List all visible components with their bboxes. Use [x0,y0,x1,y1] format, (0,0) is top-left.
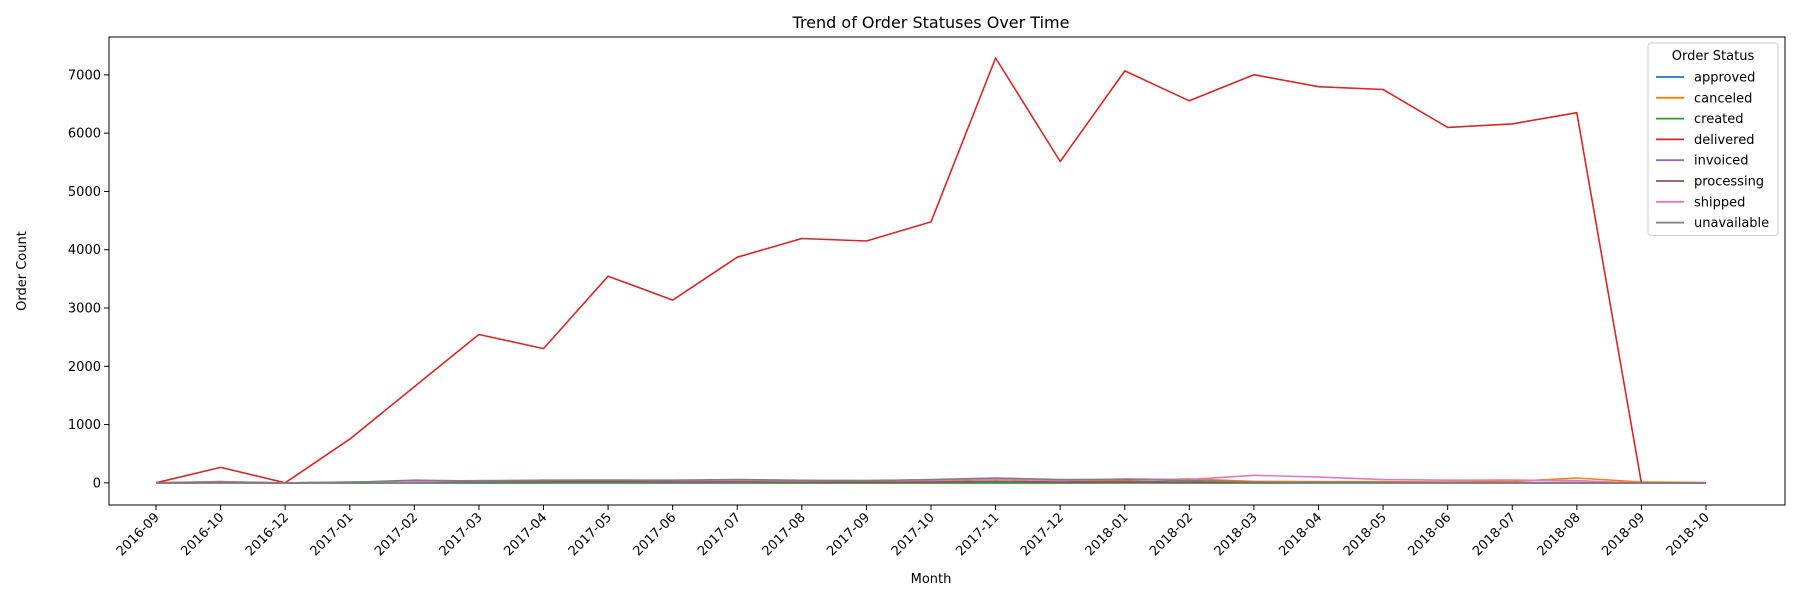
x-tick-label: 2016-12 [243,510,292,559]
y-axis: 0 1000 2000 3000 4000 5000 6000 7000 [68,68,109,491]
chart-title: Trend of Order Statuses Over Time [792,13,1070,32]
legend-label-unavailable: unavailable [1694,216,1769,231]
x-tick-label: 2018-10 [1664,510,1713,559]
legend-box [1647,42,1779,236]
series-line-unavailable [155,477,1706,484]
series-line-shipped [155,474,1706,484]
x-tick-label: 2018-06 [1405,510,1454,559]
plot-area [155,57,1707,484]
y-tick-label: 6000 [68,127,101,142]
x-tick-label: 2017-05 [566,510,615,559]
y-tick-label: 3000 [68,302,101,317]
legend-label-invoiced: invoiced [1694,154,1749,169]
x-axis-label: Month [911,572,952,587]
x-tick-label: 2017-10 [889,510,938,559]
x-tick-label: 2017-04 [501,510,550,559]
x-tick-label: 2017-09 [824,510,873,559]
x-tick-label: 2017-08 [760,510,809,559]
x-tick-label: 2017-02 [372,510,421,559]
y-tick-label: 5000 [68,185,101,200]
series-line-delivered [155,57,1706,484]
legend: Order Status approved canceled created deliv… [1647,42,1779,236]
x-tick-label: 2016-10 [178,510,227,559]
x-tick-label: 2018-04 [1276,510,1325,559]
y-tick-label: 4000 [68,243,101,258]
legend-label-shipped: shipped [1694,195,1745,210]
legend-label-created: created [1694,112,1744,127]
x-tick-label: 2017-01 [308,510,357,559]
y-tick-label: 1000 [68,418,101,433]
x-tick-label: 2017-07 [695,510,744,559]
x-tick-label: 2017-03 [437,510,486,559]
y-axis-label: Order Count [15,231,30,311]
x-tick-label: 2018-09 [1599,510,1648,559]
legend-label-delivered: delivered [1694,133,1754,148]
y-tick-label: 7000 [68,68,101,83]
x-tick-label: 2017-11 [953,510,1002,559]
x-tick-label: 2018-01 [1083,510,1132,559]
legend-label-processing: processing [1694,175,1764,190]
legend-title: Order Status [1672,49,1755,64]
x-tick-label: 2017-12 [1018,510,1067,559]
legend-label-canceled: canceled [1694,91,1752,106]
plot-frame [108,36,1786,506]
x-tick-label: 2018-08 [1535,510,1584,559]
x-tick-label: 2016-09 [114,510,163,559]
x-tick-label: 2018-03 [1212,510,1261,559]
x-tick-label: 2018-02 [1147,510,1196,559]
x-tick-label: 2017-06 [630,510,679,559]
x-axis: 2016-09 2016-10 2016-12 2017-01 2017-02 2017-… [114,505,1713,559]
y-tick-label: 0 [93,476,101,491]
x-tick-label: 2018-05 [1341,510,1390,559]
legend-label-approved: approved [1694,71,1755,86]
y-tick-label: 2000 [68,360,101,375]
x-tick-label: 2018-07 [1470,510,1519,559]
